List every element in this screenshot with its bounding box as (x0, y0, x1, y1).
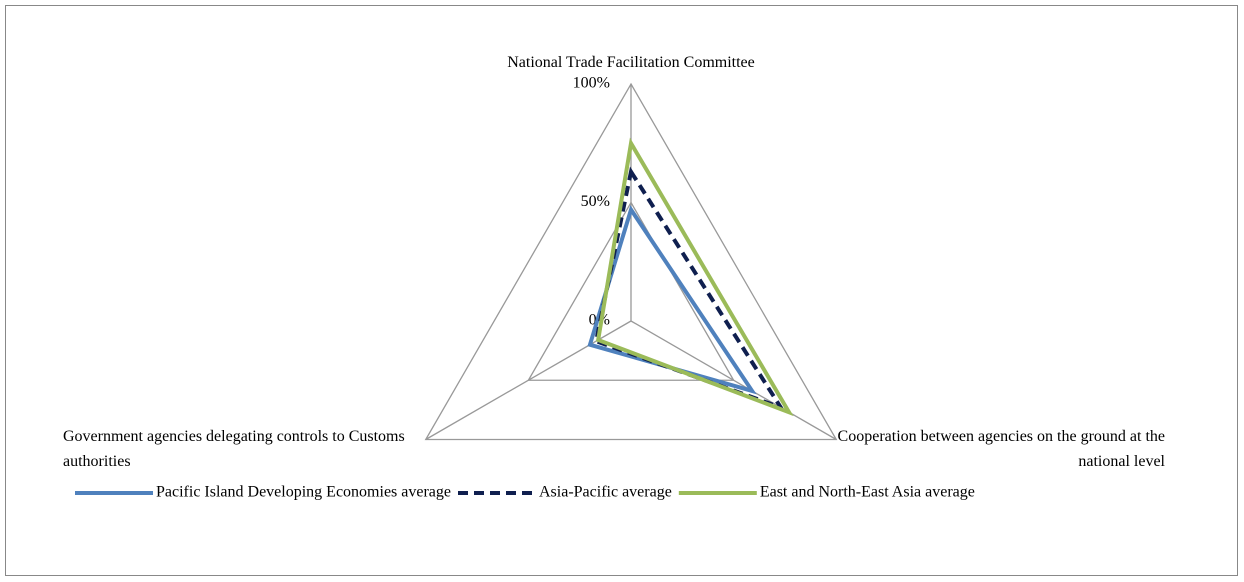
r-tick-label: 100% (573, 75, 610, 92)
category-label: National Trade Facilitation Committee (507, 54, 755, 71)
grid-ring (424, 82, 838, 441)
category-label: Government agencies delegating controls … (63, 428, 405, 470)
legend-label: East and North-East Asia average (760, 484, 975, 501)
series-line (595, 137, 794, 417)
grid-ring (527, 201, 735, 381)
spoke (630, 320, 837, 441)
r-tick-label: 50% (581, 193, 610, 210)
legend-label: Asia-Pacific average (539, 484, 672, 501)
legend-label: Pacific Island Developing Economies aver… (156, 484, 451, 501)
category-label: Cooperation between agencies on the grou… (837, 428, 1165, 470)
chart-border (5, 5, 1238, 576)
